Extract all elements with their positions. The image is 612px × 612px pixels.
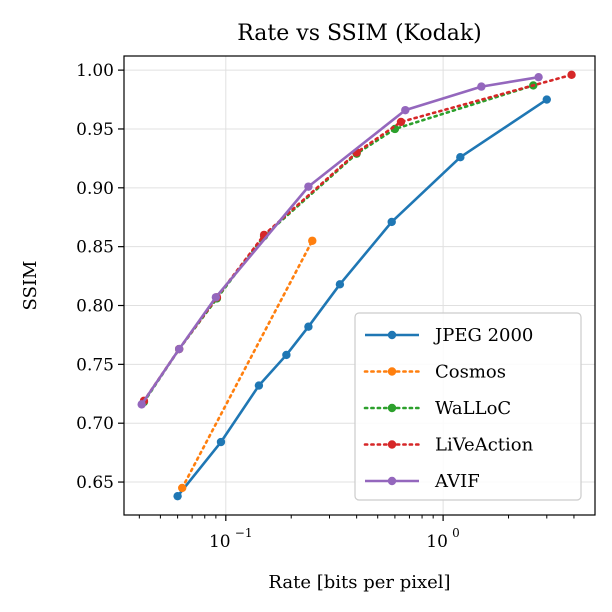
x-axis-title: Rate [bits per pixel] [268,572,450,593]
legend-marker [387,476,397,486]
data-point [534,72,543,82]
legend-item: AVIF [365,471,480,492]
legend: JPEG 2000 Cosmos WaLLoC LiVeAction AVIF [354,312,582,501]
legend-item: JPEG 2000 [365,325,533,346]
y-tick-label: 0.70 [76,414,114,434]
legend-label: JPEG 2000 [433,325,533,346]
data-point [567,70,576,80]
data-point [308,236,317,245]
y-tick-label: 1.00 [76,61,114,81]
data-point [387,217,396,227]
legend-label: LiVeAction [435,435,534,456]
legend-label: WaLLoC [435,398,511,419]
data-point [304,182,313,191]
y-tick-label: 0.75 [76,355,114,375]
series-layer [137,70,576,501]
series-line [180,239,314,490]
x-tick-exponent: −1 [235,526,253,540]
y-tick-label: 0.80 [76,297,114,317]
legend-label: AVIF [434,471,480,492]
legend-box [354,312,582,501]
y-tick-label: 0.90 [76,179,114,199]
data-point [216,437,226,447]
legend-marker [387,367,397,376]
data-point [456,153,465,162]
data-point [477,82,486,91]
data-point [174,344,184,354]
series-avif [137,72,543,409]
ticks-layer: 0.65 0.70 0.75 0.80 0.85 0.90 0.95 1.00 10 −1 10 0 [76,61,575,552]
data-point [211,293,221,302]
x-tick-label: 10 [426,532,448,552]
data-point [137,400,146,409]
y-tick-label: 0.65 [76,473,114,493]
legend-label: Cosmos [435,362,506,383]
data-point [254,381,264,390]
data-point [396,117,406,127]
data-point [335,280,345,289]
plot-frame [123,55,596,516]
chart-title: Rate vs SSIM (Kodak) [237,21,482,46]
legend-item: Cosmos [363,362,506,383]
legend-marker [387,440,397,449]
legend-marker [387,330,397,340]
data-point [304,322,313,331]
series-cosmos [178,236,317,493]
y-tick-label: 0.85 [76,238,114,258]
x-tick-label: 10 [209,532,231,552]
x-tick-exponent: 0 [452,526,460,540]
y-tick-label: 0.95 [76,120,114,140]
series-jpeg-2000 [173,95,551,501]
legend-item: WaLLoC [363,398,511,419]
data-point [173,491,182,501]
legend-marker [387,403,397,413]
data-point [282,350,291,360]
legend-item: LiVeAction [363,435,534,456]
data-point [178,483,187,493]
data-point [542,95,551,104]
data-point [401,105,410,115]
y-axis-title: SSIM [20,261,41,311]
